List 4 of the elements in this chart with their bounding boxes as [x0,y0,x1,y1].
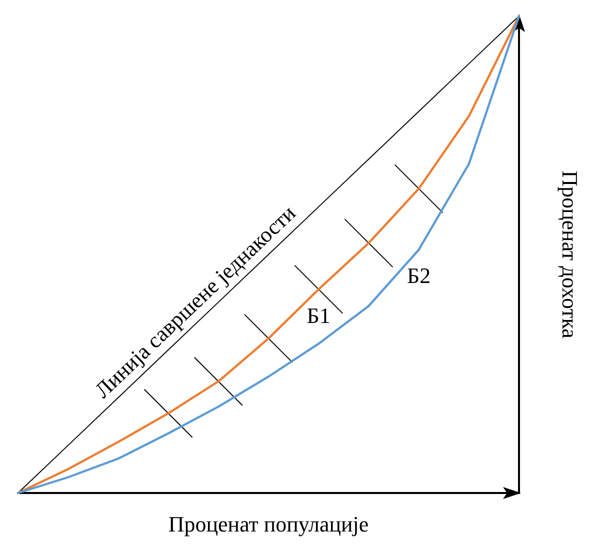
annotation: Б2 [406,263,431,288]
y-axis-title: Проценат дохотка [558,170,582,339]
annotation: Б1 [306,302,330,328]
x-axis-title: Проценат популације [168,512,369,536]
